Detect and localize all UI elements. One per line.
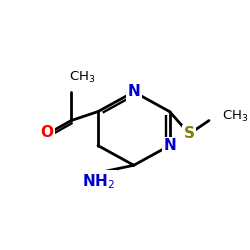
Text: N: N (128, 84, 140, 100)
Text: CH$_3$: CH$_3$ (69, 70, 95, 85)
Text: S: S (184, 126, 195, 142)
Text: CH$_3$: CH$_3$ (222, 108, 249, 124)
Text: N: N (163, 138, 176, 153)
Text: NH$_2$: NH$_2$ (82, 172, 114, 191)
Text: O: O (40, 125, 54, 140)
